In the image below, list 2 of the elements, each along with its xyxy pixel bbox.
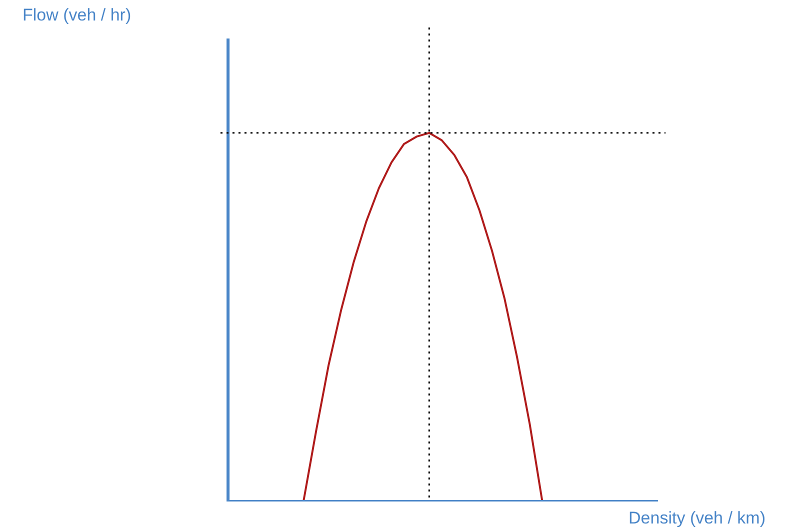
text: Flow (veh / hr)	[22, 6, 132, 24]
x-axis-title: Density (veh / km)	[628, 508, 766, 528]
